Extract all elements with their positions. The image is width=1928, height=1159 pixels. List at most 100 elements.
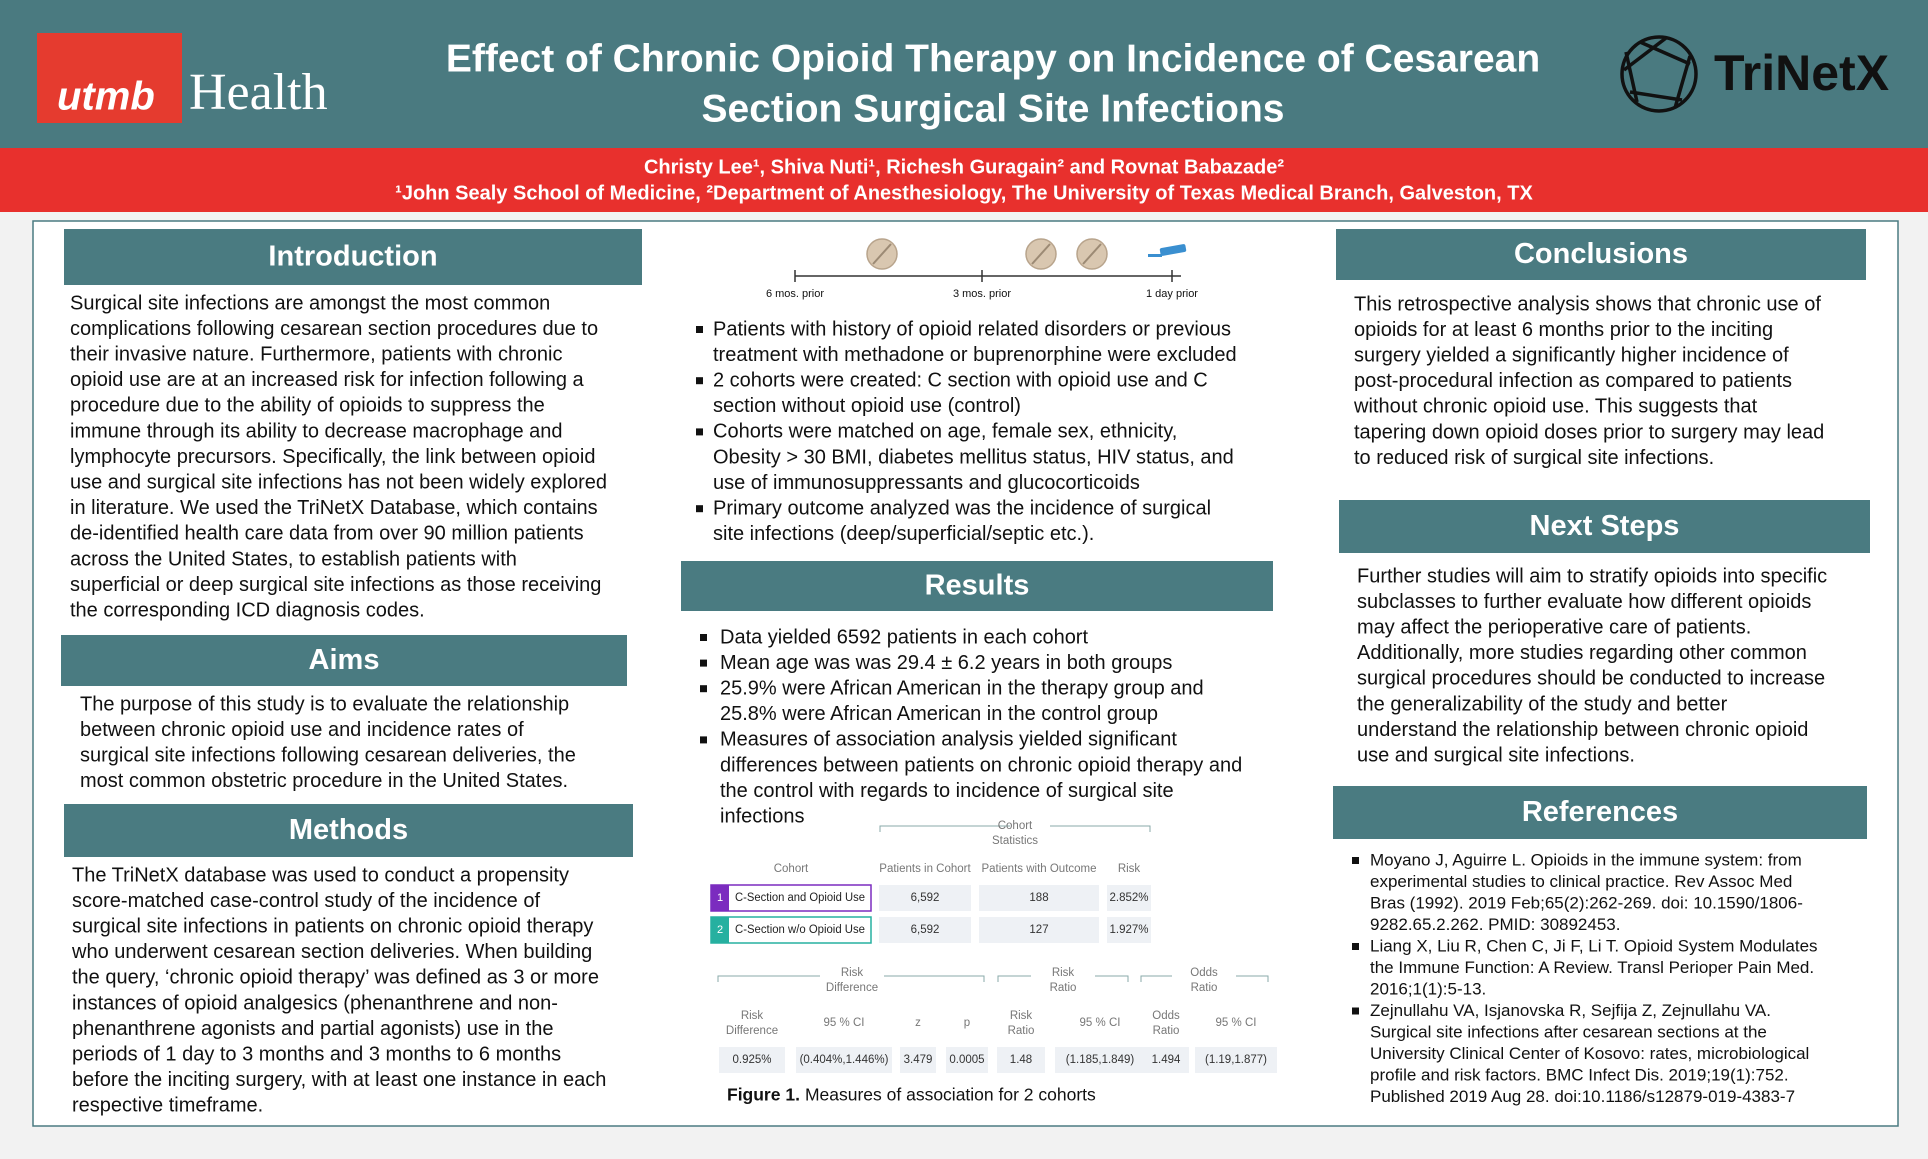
table-cell [796, 1047, 892, 1073]
paragraph-line: most common obstetric procedure in the U… [80, 770, 568, 792]
paragraph-line: surgical procedures should be conducted … [1357, 668, 1825, 690]
paragraph-line: the corresponding ICD diagnosis codes. [70, 599, 425, 621]
paragraph-line: procedure due to the ability of opioids … [70, 395, 545, 417]
table-cell [719, 1047, 785, 1073]
timeline-label: 1 day prior [1146, 288, 1198, 300]
table-cell [997, 1047, 1045, 1073]
stats-header: Ratio [1008, 1025, 1035, 1037]
stats-value: (1.185,1.849) [1066, 1054, 1135, 1066]
bullet-line: the control with regards to incidence of… [720, 780, 1174, 802]
paragraph-line: instances of opioid analgesics (phenanth… [72, 992, 558, 1014]
bullet-line: experimental studies to clinical practic… [1370, 872, 1792, 891]
caption-label: Figure 1. [727, 1085, 800, 1105]
group-label: Odds [1190, 967, 1218, 979]
table-cell [1055, 1047, 1145, 1073]
bullet-line: Primary outcome analyzed was the inciden… [713, 497, 1211, 519]
section-heading: References [1522, 796, 1678, 828]
paragraph-line: without chronic opioid use. This suggest… [1353, 396, 1758, 418]
section-heading: Aims [309, 644, 380, 676]
bracket [997, 975, 1129, 982]
logo-word: Health [189, 64, 328, 121]
section-header [1339, 500, 1870, 553]
cohort-name: C-Section w/o Opioid Use [735, 924, 865, 936]
stats-value: 1.48 [1010, 1054, 1032, 1066]
table-value: 2.852% [1109, 892, 1148, 904]
stats-header: Risk [741, 1010, 764, 1022]
section-header [681, 561, 1273, 611]
bullet-line: Moyano J, Aguirre L. Opioids in the immu… [1370, 850, 1802, 869]
paragraph-line: surgical site infections following cesar… [80, 744, 576, 766]
section-heading: Introduction [268, 241, 437, 273]
group-label: Cohort [998, 820, 1033, 832]
paragraph-line: The purpose of this study is to evaluate… [80, 693, 569, 715]
bullet-line: Bras (1992). 2019 Feb;65(2):262-269. doi… [1370, 893, 1803, 912]
affiliations: ¹John Sealy School of Medicine, ²Departm… [395, 182, 1533, 204]
stats-header: Ratio [1153, 1025, 1180, 1037]
bullet-line: 2 cohorts were created: C section with o… [713, 369, 1208, 391]
table-cell [1143, 1047, 1189, 1073]
bullet-line: Mean age was was 29.4 ± 6.2 years in bot… [720, 652, 1172, 674]
cohort-cell [710, 884, 872, 912]
bullet-line: site infections (deep/superficial/septic… [713, 523, 1094, 545]
paragraph-line: lymphocyte precursors. Specifically, the… [70, 446, 595, 468]
paragraph-line: before the inciting surgery, with at lea… [72, 1069, 606, 1091]
paragraph-line: post-procedural infection as compared to… [1354, 370, 1792, 392]
bullet-line: treatment with methadone or buprenorphin… [713, 344, 1237, 366]
cohort-index-box [711, 885, 729, 911]
bullet [1352, 1007, 1359, 1015]
bullet-line: 25.8% were African American in the contr… [720, 703, 1158, 725]
bracket [1140, 975, 1269, 982]
bullet-line: Cohorts were matched on age, female sex,… [713, 421, 1177, 443]
stats-value: 0.925% [732, 1054, 771, 1066]
paragraph-line: the query, ‘chronic opioid therapy’ was … [72, 967, 599, 989]
caption: Measures of association for 2 cohorts [805, 1085, 1096, 1105]
group-label: Risk [841, 967, 864, 979]
table-value: 6,592 [911, 924, 940, 936]
bullet [700, 659, 707, 667]
bullet-line: infections [720, 805, 805, 827]
bullet [1352, 857, 1359, 864]
paragraph-line: across the United States, to establish p… [70, 548, 517, 570]
paragraph-line: complications following cesarean section… [70, 318, 598, 340]
byline-band [0, 148, 1928, 212]
bullet-line: section without opioid use (control) [713, 395, 1021, 417]
paragraph-line: phenanthrene agonists and partial agonis… [72, 1018, 553, 1040]
bullet [1352, 943, 1359, 950]
bullet-line: Published 2019 Aug 28. doi:10.1186/s1287… [1370, 1087, 1795, 1106]
title-line: Section Surgical Site Infections [702, 87, 1285, 130]
table-cell [900, 1047, 936, 1073]
section-header [1336, 229, 1866, 280]
bullet-line: Liang X, Liu R, Chen C, Ji F, Li T. Opio… [1370, 936, 1818, 955]
header-band [0, 0, 1928, 148]
bullet [696, 326, 703, 333]
column-header: Cohort [774, 863, 809, 875]
bullet-line: use of immunosuppressants and glucocorti… [713, 472, 1140, 494]
timeline [794, 238, 1187, 282]
bullet-line: profile and risk factors. BMC Infect Dis… [1370, 1065, 1789, 1084]
section-heading: Methods [289, 814, 408, 846]
bullet-line: Zejnullahu VA, Isjanovska R, Sejfija Z, … [1370, 1001, 1771, 1020]
table-cell [979, 917, 1099, 943]
paragraph-line: tapering down opioid doses prior to surg… [1354, 421, 1824, 443]
paragraph-line: periods of 1 day to 3 months and 3 month… [72, 1043, 561, 1065]
paragraph-line: their invasive nature. Furthermore, pati… [70, 343, 562, 365]
stats-header: Odds [1152, 1010, 1180, 1022]
bullet [700, 634, 707, 641]
column-header: Patients with Outcome [981, 863, 1096, 875]
paragraph-line: use and surgical site infections. [1357, 744, 1635, 766]
bullet-line: Measures of association analysis yielded… [720, 729, 1177, 751]
stats-header: 95 % CI [1080, 1017, 1121, 1029]
bullet-line: 2016;1(1):5-13. [1370, 979, 1486, 998]
table-cell [979, 885, 1099, 911]
bracket [879, 825, 1151, 832]
bullet-line: the Immune Function: A Review. Transl Pe… [1370, 958, 1814, 977]
stats-header: 95 % CI [824, 1017, 865, 1029]
group-label: Risk [1052, 967, 1075, 979]
stats-header: p [964, 1017, 970, 1029]
paragraph-line: may affect the perioperative care of pat… [1357, 616, 1751, 638]
table-cell [1195, 1047, 1277, 1073]
bullet-line: differences between patients on chronic … [720, 754, 1242, 776]
bullet [700, 736, 707, 744]
